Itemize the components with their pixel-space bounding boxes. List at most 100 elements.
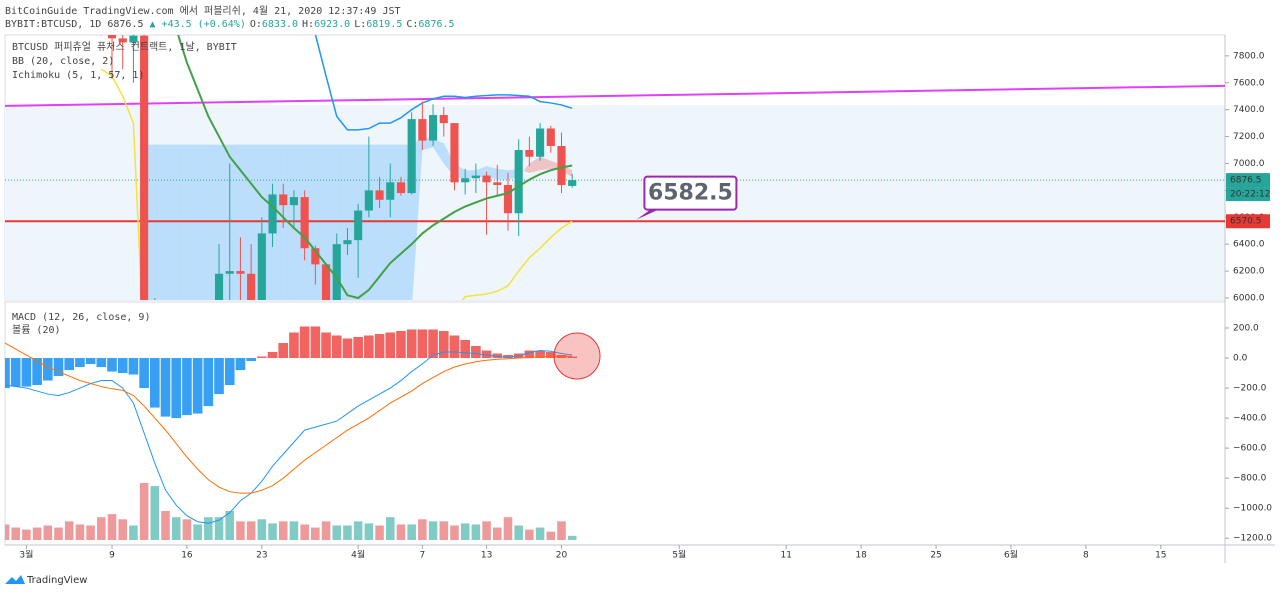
y-tick-label: −200.0 (1233, 384, 1267, 394)
candle-body (482, 175, 491, 183)
volume-bar (471, 524, 481, 540)
volume-bar (22, 529, 31, 540)
y-tick-label: 200.0 (1233, 323, 1259, 333)
histogram-bar (321, 332, 331, 359)
candle-body (332, 244, 341, 300)
candle-body (396, 182, 406, 194)
histogram-bar (417, 329, 428, 359)
ohlc-label: O: (250, 19, 262, 30)
cloud-segment (540, 156, 551, 171)
cloud-segment (283, 144, 294, 300)
histogram-bar (182, 358, 192, 416)
histogram-bar (246, 358, 256, 362)
callout-label: 6582.5 (648, 181, 733, 206)
volume-bar (257, 519, 267, 540)
y-tick-label: 7000.0 (1233, 159, 1265, 169)
cloud-segment (390, 144, 401, 300)
cloud-segment (497, 168, 508, 180)
histogram-bar (128, 358, 139, 375)
histogram-bar (545, 352, 556, 359)
header-line: BitCoinGuide TradingView.com 에서 퍼블리쉬, 4월… (5, 5, 401, 17)
candle-body (471, 175, 480, 179)
logo-icon (5, 575, 25, 584)
histogram-bar (524, 350, 535, 359)
ohlc-value: 6923.0 (314, 19, 350, 30)
histogram-bar (374, 333, 385, 359)
histogram-bar (53, 358, 64, 377)
candle-body (461, 178, 470, 183)
volume-bar (75, 524, 85, 540)
candle-body (364, 190, 373, 211)
volume-bar (236, 521, 245, 540)
candle-body (439, 115, 448, 124)
volume-bar (407, 524, 416, 540)
cloud-segment (433, 139, 444, 164)
volume-bar (129, 525, 138, 540)
volume-bar (535, 527, 545, 540)
volume-bar (439, 521, 449, 540)
volume-bar (204, 517, 213, 540)
candle-body (429, 115, 438, 141)
histogram-bar (331, 335, 342, 359)
bb-middle (177, 35, 573, 300)
volume-bar (43, 525, 53, 540)
candle-body (225, 271, 234, 274)
legend-text: Ichimoku (5, 1, 57, 1) (12, 70, 144, 81)
histogram-bar (503, 355, 513, 359)
countdown-box (1226, 187, 1270, 202)
candle-body (321, 264, 331, 300)
cloud-segment (229, 144, 241, 300)
x-tick-label: 5월 (672, 549, 686, 561)
cloud-segment (529, 156, 541, 173)
x-tick-label: 15 (1155, 551, 1166, 561)
cloud-segment (176, 144, 187, 300)
y-tick-label: −800.0 (1233, 474, 1267, 484)
volume-bar (225, 510, 235, 540)
x-tick-label: 20 (556, 551, 568, 561)
volume-bar (5, 524, 10, 540)
cloud-segment (240, 144, 252, 300)
cloud-segment (475, 166, 487, 177)
volume-bar (493, 527, 502, 540)
macd-marks (5, 326, 578, 540)
histogram-bar (396, 330, 406, 359)
candle-body (418, 119, 427, 141)
price-marks (5, 35, 1225, 300)
histogram-bar (471, 346, 481, 359)
volume-bar (118, 519, 127, 540)
brand-logo: TradingView (5, 575, 87, 586)
volume-bar (182, 519, 192, 540)
volume-bar (54, 527, 63, 540)
legend-text: BB (20, close, 2) (12, 56, 114, 67)
histogram-bar (42, 358, 53, 381)
candle-body (140, 35, 149, 300)
histogram-bar (214, 358, 224, 395)
bb-lower (461, 220, 573, 300)
volume-bar (503, 517, 513, 540)
histogram-bar (342, 338, 353, 359)
volume-bar (428, 521, 438, 540)
cloud-segment (208, 144, 220, 300)
candle-body (311, 248, 320, 265)
cloud-segment (165, 144, 177, 300)
y-tick-label: 6200.0 (1233, 267, 1265, 277)
candle-body (289, 197, 299, 206)
volume-bar (311, 527, 320, 540)
macd-line (5, 350, 573, 524)
ohlc-value: 6876.5 (418, 19, 454, 30)
histogram-bar (10, 358, 21, 387)
volume-bar (482, 521, 491, 540)
volume-bar (450, 525, 459, 540)
hline-label: 6570.5 (1230, 217, 1262, 227)
candle-body (129, 35, 138, 43)
volume-bar (150, 486, 160, 540)
cloud-segment (379, 144, 391, 300)
histogram-bar (438, 330, 449, 359)
x-tick-label: 13 (481, 551, 492, 561)
signal-line (5, 342, 573, 494)
volume-bar (300, 524, 309, 540)
highlight-circle (553, 332, 601, 380)
volume-bar (97, 517, 106, 540)
volume-bar (32, 527, 42, 540)
